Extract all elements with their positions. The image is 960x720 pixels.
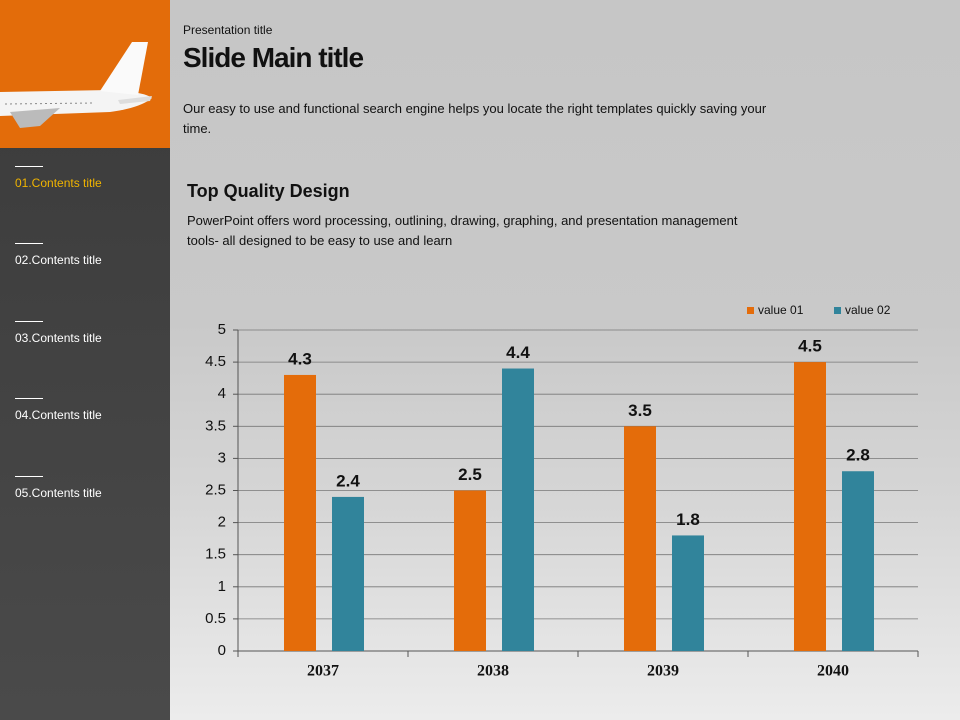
menu-item[interactable]: 02.Contents title	[15, 243, 102, 267]
legend-label: value 01	[758, 303, 804, 317]
menu-item[interactable]: 04.Contents title	[15, 398, 102, 422]
description: Our easy to use and functional search en…	[183, 101, 767, 136]
hero-image	[0, 0, 170, 148]
value-label: 2.4	[336, 471, 360, 490]
y-tick-label: 4	[218, 385, 226, 402]
y-tick-label: 0	[218, 642, 226, 659]
section-text: PowerPoint offers word processing, outli…	[187, 213, 738, 248]
menu-item[interactable]: 01.Contents title	[15, 166, 102, 190]
value-label: 2.8	[846, 446, 870, 465]
y-tick-label: 4.5	[205, 353, 226, 370]
bar	[672, 535, 704, 651]
x-tick-label: 2040	[817, 663, 849, 680]
bar	[794, 362, 826, 651]
y-tick-label: 5	[218, 321, 226, 338]
menu-item[interactable]: 03.Contents title	[15, 321, 102, 345]
x-tick-label: 2038	[477, 663, 509, 680]
y-tick-label: 3	[218, 449, 226, 466]
y-tick-label: 0.5	[205, 610, 226, 627]
y-tick-label: 3.5	[205, 417, 226, 434]
bar	[502, 368, 534, 651]
y-tick-label: 1.5	[205, 546, 226, 563]
menu-item[interactable]: 05.Contents title	[15, 476, 102, 500]
value-label: 3.5	[628, 401, 652, 420]
value-label: 4.5	[798, 337, 822, 356]
bar	[842, 471, 874, 651]
y-tick-label: 2	[218, 514, 226, 531]
legend-swatch	[834, 307, 841, 314]
value-label: 1.8	[676, 510, 700, 529]
y-tick-label: 2.5	[205, 481, 226, 498]
value-label: 4.3	[288, 349, 312, 368]
value-label: 4.4	[506, 343, 530, 362]
x-tick-label: 2037	[307, 663, 339, 680]
legend-swatch	[747, 307, 754, 314]
plane	[0, 42, 152, 128]
legend-label: value 02	[845, 303, 891, 317]
bar	[284, 374, 316, 651]
bar	[624, 426, 656, 651]
section-title: Top Quality Design	[187, 181, 350, 201]
y-tick-label: 1	[218, 578, 226, 595]
value-label: 2.5	[458, 465, 482, 484]
x-tick-label: 2039	[647, 663, 679, 680]
bar	[454, 490, 486, 651]
main-title: Slide Main title	[183, 42, 364, 73]
bar	[332, 496, 364, 651]
kicker: Presentation title	[183, 23, 273, 37]
